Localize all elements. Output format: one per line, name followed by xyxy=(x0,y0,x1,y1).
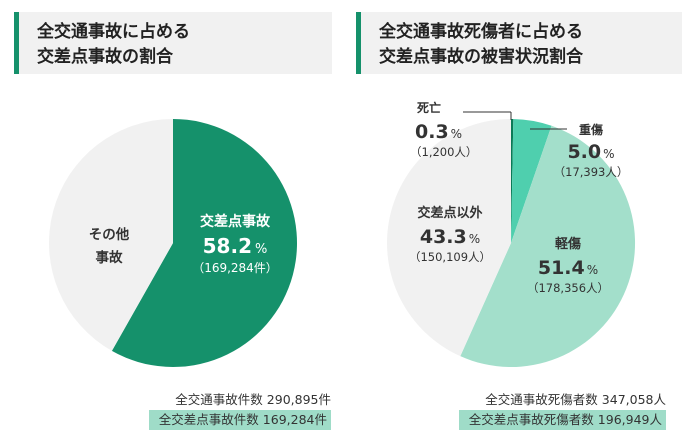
label-other-line-2: 事故 xyxy=(96,249,123,266)
label-minor-name: 軽傷 xyxy=(555,236,581,252)
total-intersection-accidents-value: 169,284件 xyxy=(262,412,327,427)
label-non-intersection-name: 交差点以外 xyxy=(417,205,482,221)
left-totals: 全交通事故件数 290,895件 全交差点事故件数 169,284件 xyxy=(148,390,331,430)
total-all-casualties-label: 全交通事故死傷者数 xyxy=(485,392,598,407)
percent-sign: % xyxy=(451,127,462,141)
total-all-accidents: 全交通事故件数 290,895件 xyxy=(149,390,331,410)
pie-slice-minor-injury xyxy=(460,125,636,368)
label-death-name: 死亡 xyxy=(417,100,441,115)
pie-slice-other-accidents xyxy=(49,119,174,351)
label-non-intersection-percent: 43.3% xyxy=(420,226,480,248)
right-chart-title: 全交通事故死傷者に占める 交差点事故の被害状況割合 xyxy=(356,12,682,74)
pie-slice-intersection-accidents xyxy=(111,118,298,368)
total-intersection-casualties-value: 196,949人 xyxy=(597,412,662,427)
value-non-intersection-percent: 43.3 xyxy=(420,226,467,248)
left-title-line-2: 交差点事故の割合 xyxy=(37,47,173,67)
left-title-line-1: 全交通事故に占める xyxy=(37,22,190,42)
value-serious-percent: 5.0 xyxy=(567,141,601,163)
pie-chart-intersection-share: 交差点事故 58.2% （169,284件） その他 事故 xyxy=(49,118,298,368)
value-minor-percent: 51.4 xyxy=(538,257,585,279)
label-death-percent: 0.3% xyxy=(415,121,462,143)
label-intersection-percent: 58.2% xyxy=(203,234,268,258)
percent-sign: % xyxy=(469,232,480,246)
total-intersection-casualties-label: 全交差点事故死傷者数 xyxy=(468,412,594,427)
total-intersection-accidents: 全交差点事故件数 169,284件 xyxy=(148,410,331,430)
total-all-accidents-value: 290,895件 xyxy=(266,392,331,407)
right-totals: 全交通事故死傷者数 347,058人 全交差点事故死傷者数 196,949人 xyxy=(458,390,666,430)
label-minor-percent: 51.4% xyxy=(538,257,598,279)
left-chart-title: 全交通事故に占める 交差点事故の割合 xyxy=(14,12,332,74)
percent-sign: % xyxy=(587,263,598,277)
percent-sign: % xyxy=(603,147,614,161)
percent-sign: % xyxy=(255,242,267,257)
label-serious-percent: 5.0% xyxy=(567,141,614,163)
right-title-line-1: 全交通事故死傷者に占める xyxy=(379,22,583,42)
total-all-accidents-label: 全交通事故件数 xyxy=(175,392,263,407)
value-intersection-percent: 58.2 xyxy=(203,234,252,258)
value-death-percent: 0.3 xyxy=(415,121,449,143)
label-serious-name: 重傷 xyxy=(579,122,603,137)
pie-slice-serious-injury xyxy=(511,119,552,243)
total-intersection-casualties: 全交差点事故死傷者数 196,949人 xyxy=(458,410,666,430)
pie-slice-non-intersection xyxy=(387,119,511,357)
label-intersection-name: 交差点事故 xyxy=(200,213,271,230)
pie-slice-death xyxy=(511,118,514,243)
label-serious-count: （17,393人） xyxy=(554,165,629,179)
total-all-casualties-value: 347,058人 xyxy=(601,392,666,407)
label-other-line-1: その他 xyxy=(89,226,130,243)
right-title-line-2: 交差点事故の被害状況割合 xyxy=(379,47,583,67)
label-minor-count: （178,356人） xyxy=(527,281,609,295)
label-intersection-count: （169,284件） xyxy=(192,261,278,275)
pie-chart-casualty-share: 死亡 0.3% （1,200人） 重傷 5.0% （17,393人） 軽傷 51… xyxy=(387,100,636,368)
label-non-intersection-count: （150,109人） xyxy=(409,250,491,264)
total-all-casualties: 全交通事故死傷者数 347,058人 xyxy=(459,390,666,410)
total-intersection-accidents-label: 全交差点事故件数 xyxy=(158,412,259,427)
label-death-count: （1,200人） xyxy=(410,145,477,159)
